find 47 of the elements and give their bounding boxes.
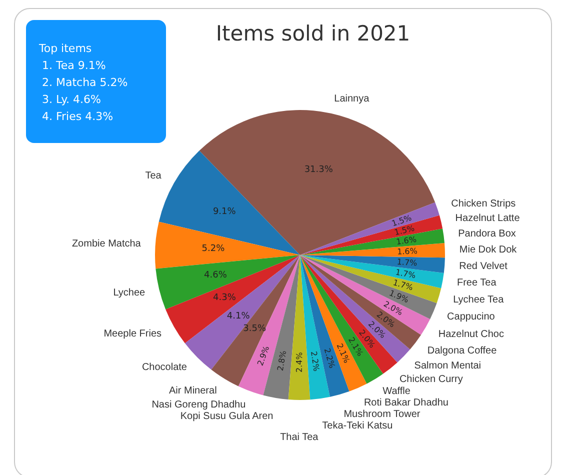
text: 4. Fries 4.3% [41, 109, 114, 125]
slice-label: Thai Tea [280, 432, 319, 443]
data-label: 1.7% [394, 268, 417, 280]
slice-label: Cappucino [447, 311, 496, 322]
slice-label: Waffle [382, 386, 411, 397]
data-label: 2.4% [294, 352, 304, 372]
slice-label: Air Mineral [169, 386, 217, 397]
data-label: 4.6% [204, 270, 228, 281]
slice-label: Zombie Matcha [72, 238, 142, 250]
slice-label: Lychee [113, 287, 146, 298]
data-label: 5.2% [202, 244, 226, 254]
slice-label: Tea [145, 170, 162, 182]
slice-label: Chicken Strips [451, 198, 516, 210]
slice-label: Mushroom Tower [344, 408, 421, 420]
slice-label: Nasi Goreng Dhadhu [152, 399, 246, 410]
text: 1. Tea 9.1% [41, 58, 107, 74]
text: 2. Matcha 5.2% [41, 75, 129, 91]
data-label: 2.8% [276, 350, 288, 372]
slice-label: Lainnya [334, 94, 370, 105]
chart-title: Items sold in 2021 [216, 22, 410, 46]
slice-label: Mie Dok Dok [459, 244, 518, 256]
slice-label: Salmon Mentai [414, 360, 482, 372]
slice-label: Pandora Box [458, 228, 516, 240]
slice-label: Red Velvet [459, 260, 508, 272]
data-label: 2.2% [309, 350, 321, 372]
data-label: 2.2% [322, 347, 337, 370]
slice-label: Teka-Teki Katsu [322, 420, 393, 432]
data-label: 31.3% [304, 165, 334, 176]
data-label: 9.1% [212, 206, 236, 217]
data-label: 2.1% [334, 342, 352, 365]
slice-label: Meeple Fries [104, 328, 162, 340]
slice-label: Roti Bakar Dhadhu [364, 397, 448, 408]
slice-label: Chocolate [142, 362, 188, 374]
slice-label: Free Tea [456, 278, 497, 289]
data-label: 3.5% [243, 324, 266, 334]
slice-label: Dalgona Coffee [427, 346, 498, 357]
data-label: 4.1% [226, 311, 250, 322]
data-label: 2.9% [256, 344, 272, 367]
data-label: 1.6% [396, 234, 418, 247]
slice-label: Hazelnut Latte [455, 213, 520, 224]
text: Top items [39, 41, 93, 57]
slice-label: Chicken Curry [399, 374, 463, 386]
text: 3. Ly. 4.6% [41, 92, 102, 108]
slice-label: Hazelnut Choc [438, 328, 504, 340]
slice-label: Kopi Susu Gula Aren [180, 410, 274, 422]
data-label: 4.3% [213, 293, 236, 304]
slice-label: Lychee Tea [453, 294, 504, 306]
